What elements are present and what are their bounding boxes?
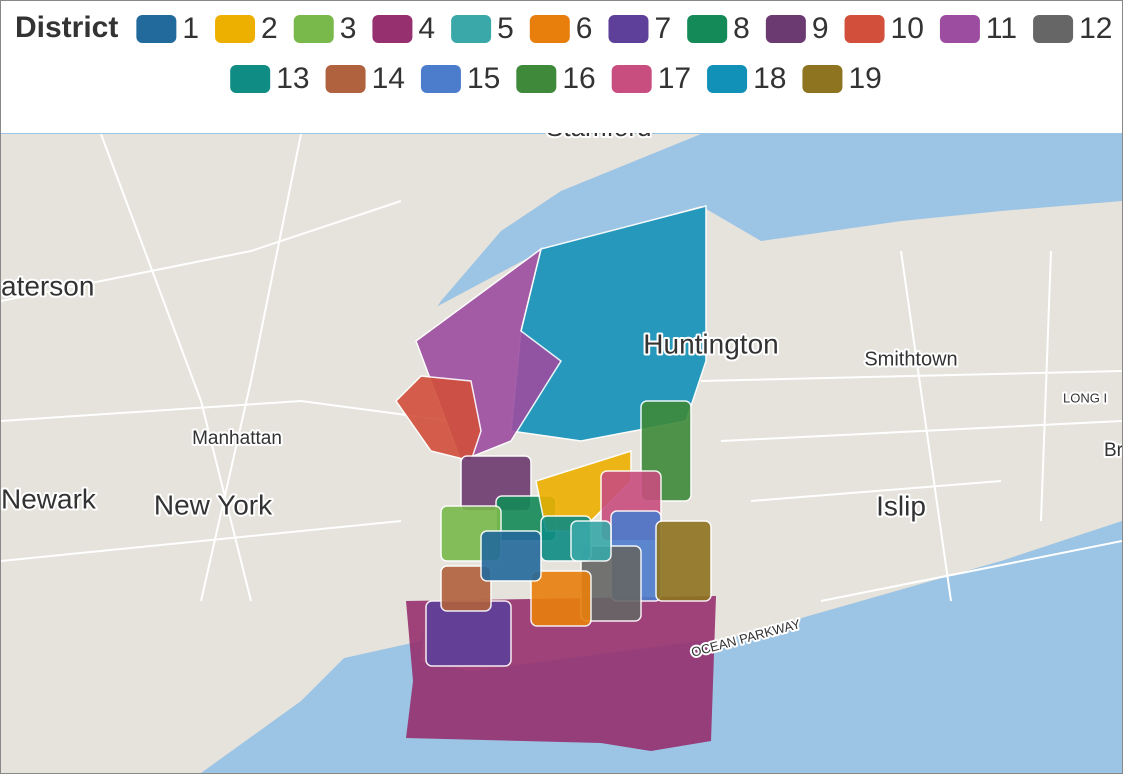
legend-title: District	[15, 11, 118, 44]
place-label: New York	[154, 489, 273, 520]
legend-swatch	[687, 15, 728, 43]
district-area	[570, 520, 612, 562]
legend-swatch	[420, 65, 461, 93]
legend-label: 10	[891, 12, 924, 45]
legend-label: 2	[261, 12, 278, 45]
legend-label: 15	[467, 62, 500, 95]
legend-swatch	[325, 65, 366, 93]
legend-swatch	[939, 15, 980, 43]
legend-swatch	[707, 65, 748, 93]
legend-swatch	[802, 65, 843, 93]
legend-label: 18	[753, 62, 786, 95]
district-area	[440, 565, 492, 612]
legend-label: 11	[986, 12, 1017, 45]
place-label: Br	[1104, 440, 1122, 461]
districts	[395, 205, 716, 751]
legend-label: 13	[276, 62, 309, 95]
legend-label: 19	[848, 62, 881, 95]
legend-swatch	[372, 15, 413, 43]
legend-swatch	[215, 15, 256, 43]
legend-label: 5	[497, 12, 514, 45]
legend-swatch	[516, 65, 557, 93]
place-label: Newark	[1, 483, 97, 514]
legend-label: 8	[733, 12, 750, 45]
legend-swatch	[765, 15, 806, 43]
legend-swatch	[611, 65, 652, 93]
legend-swatch	[1033, 15, 1074, 43]
district-area	[530, 570, 592, 627]
place-label: Manhattan	[192, 428, 282, 449]
district-area	[655, 520, 712, 602]
legend-swatch	[529, 15, 570, 43]
legend-swatch	[293, 15, 334, 43]
legend-label: 16	[562, 62, 595, 95]
legend-swatch	[451, 15, 492, 43]
legend-label: 6	[576, 12, 593, 45]
legend-label: 14	[372, 62, 405, 95]
roads	[1, 133, 1122, 602]
legend-swatch	[136, 15, 177, 43]
legend-label: 17	[658, 62, 691, 95]
district-area	[480, 530, 542, 582]
legend-label: 7	[654, 12, 671, 45]
place-label: Islip	[876, 490, 926, 521]
place-label: LONG I	[1063, 390, 1107, 405]
legend-label: 9	[812, 12, 829, 45]
legend-swatch	[844, 15, 885, 43]
legend-swatch	[608, 15, 649, 43]
place-label: Huntington	[643, 328, 778, 359]
legend-label: 12	[1079, 12, 1112, 45]
legend-label: 3	[340, 12, 357, 45]
legend-swatch	[230, 65, 271, 93]
place-label: aterson	[1, 270, 94, 301]
legend-label: 1	[182, 12, 199, 45]
legend-label: 4	[418, 12, 435, 45]
district-area	[395, 375, 482, 462]
place-label: Smithtown	[864, 348, 957, 370]
